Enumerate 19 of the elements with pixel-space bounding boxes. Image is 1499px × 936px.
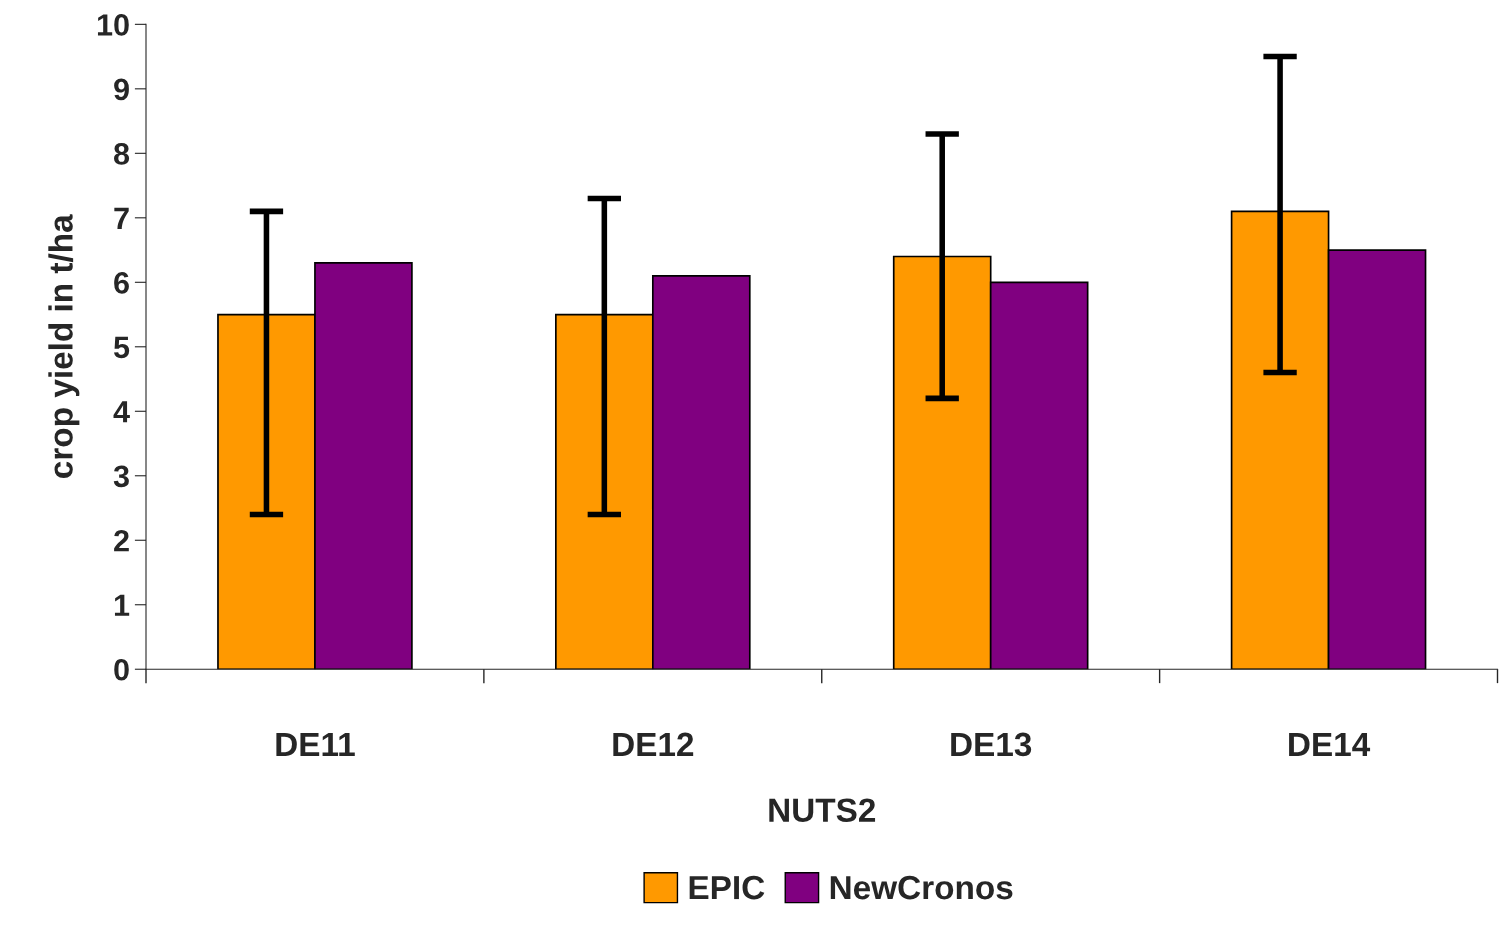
legend-label: EPIC: [689, 875, 765, 900]
legend-label: NewCronos: [830, 875, 1013, 900]
x-tick-label: DE13: [951, 732, 1032, 757]
y-tick-label: 1: [114, 594, 130, 616]
y-tick-label: 3: [113, 465, 129, 488]
y-tick-label: 8: [114, 143, 130, 165]
y-tick-label: 10: [97, 14, 129, 36]
x-axis-title: NUTS2: [769, 798, 876, 823]
x-tick-label: DE11: [276, 732, 355, 756]
y-tick-label: 6: [114, 272, 129, 294]
y-tick-label: 4: [113, 401, 130, 423]
y-tick-label: 2: [114, 529, 129, 552]
y-tick-label: 0: [114, 658, 129, 681]
y-axis-title: crop yield in t/ha: [48, 214, 80, 478]
x-tick-label: DE12: [613, 732, 694, 756]
y-tick-label: 9: [114, 78, 129, 101]
y-tick-label: 7: [114, 207, 129, 229]
x-tick-label: DE14: [1289, 732, 1371, 756]
y-tick-label: 5: [113, 336, 130, 359]
